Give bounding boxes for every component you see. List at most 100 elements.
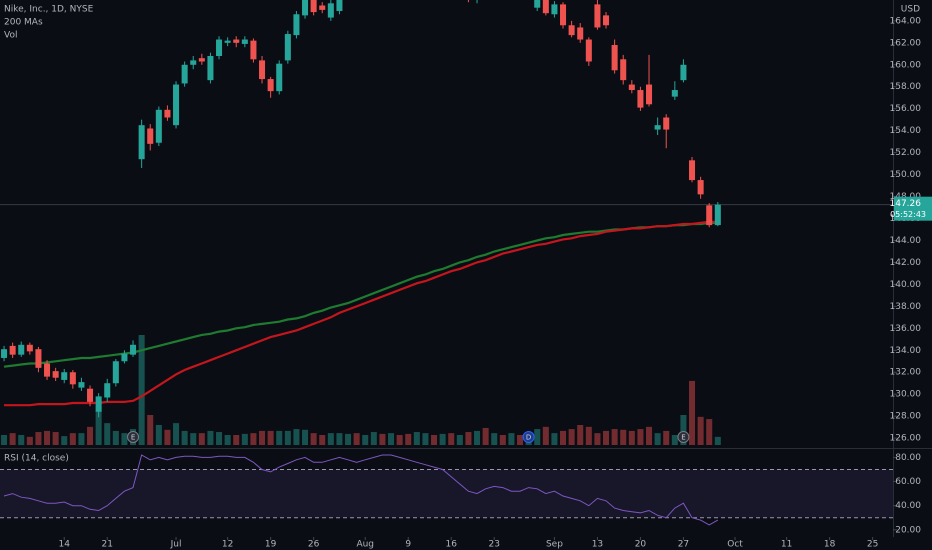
volume-bar	[714, 436, 721, 445]
y-tick-label: 152.00	[890, 148, 922, 158]
volume-bar	[611, 429, 618, 445]
last-price-label: 147.26	[890, 199, 922, 209]
volume-bar	[327, 433, 334, 445]
y-tick-label: 156.00	[890, 104, 922, 114]
candle-body	[594, 4, 601, 28]
candle-body	[138, 125, 145, 160]
volume-bar	[456, 435, 463, 445]
candle-body	[284, 34, 291, 61]
volume-bar	[628, 430, 635, 445]
y-tick-label: 130.00	[890, 390, 922, 400]
candle-body	[26, 344, 33, 352]
volume-bar	[138, 335, 145, 445]
candle-body	[112, 361, 119, 384]
volume-bar	[534, 429, 541, 445]
volume-bar	[95, 409, 102, 445]
volume-bar	[216, 432, 223, 445]
x-tick-label: 27	[678, 540, 689, 550]
volume-bar	[474, 430, 481, 445]
volume-bar	[362, 435, 369, 445]
volume-bar	[173, 423, 180, 445]
volume-bar	[413, 432, 420, 445]
volume-bar	[680, 415, 687, 445]
volume-bar	[568, 429, 575, 445]
rsi-pane	[0, 454, 893, 526]
candle-body	[534, 0, 541, 8]
x-tick-label: 26	[308, 540, 320, 550]
volume-bar	[276, 430, 283, 445]
last-price-badge	[894, 196, 932, 221]
candle-body	[697, 180, 704, 195]
y-tick-label: 140.00	[890, 280, 922, 290]
volume-bar	[233, 435, 240, 445]
candle-body	[542, 0, 549, 14]
currency: USD	[901, 5, 920, 15]
candle-body	[551, 4, 558, 15]
volume-bar	[388, 433, 395, 445]
volume-bar	[706, 419, 713, 445]
y-tick-label: 150.00	[890, 170, 922, 180]
volume-bar	[491, 433, 498, 445]
candle-body	[207, 56, 214, 81]
candle-body	[155, 109, 162, 143]
x-tick-label: Jul	[170, 540, 182, 550]
volume-bar	[52, 432, 59, 445]
volume-bar	[18, 435, 25, 445]
volume-bar	[78, 433, 85, 445]
candle-body	[637, 90, 644, 108]
candle-body	[104, 383, 111, 398]
y-tick-label: 134.00	[890, 346, 922, 356]
candle-body	[121, 353, 128, 362]
volume-bar	[439, 433, 446, 445]
y-tick-label: 158.00	[890, 82, 922, 92]
volume-bar	[250, 433, 257, 445]
x-tick-label: Oct	[727, 540, 743, 550]
volume-bar	[405, 433, 412, 445]
candle-body	[654, 125, 661, 130]
event-marker	[127, 431, 140, 443]
volume-bar	[241, 433, 248, 445]
rsi-tick-label: 20.00	[895, 525, 921, 535]
volume-bar	[112, 430, 119, 445]
volume-bar	[379, 433, 386, 445]
volume-bar	[302, 429, 309, 445]
volume-bar	[147, 415, 154, 445]
event-marker	[522, 431, 535, 443]
candle-body	[706, 205, 713, 226]
volume-bar	[61, 436, 68, 445]
volume-bar	[259, 430, 266, 445]
candle-body	[646, 84, 653, 105]
y-tick-label: 138.00	[890, 302, 922, 312]
volume-bar	[603, 430, 610, 445]
y-tick-label: 126.00	[890, 434, 922, 444]
x-tick-label: 20	[635, 540, 647, 550]
volume-bar	[396, 435, 403, 445]
moving-average-line	[4, 220, 718, 407]
candle-body	[568, 25, 575, 36]
candle-body	[319, 5, 326, 10]
volume-bar	[689, 380, 696, 445]
candle-body	[233, 39, 240, 43]
x-tick-label: 19	[265, 540, 277, 550]
volume-bar	[422, 433, 429, 445]
candle-body	[327, 3, 334, 18]
candle-body	[1, 349, 8, 358]
volume-bar	[482, 427, 489, 445]
candle-body	[224, 40, 231, 43]
candle-body	[9, 345, 16, 355]
volume-bar	[164, 429, 171, 445]
candle-body	[95, 396, 102, 412]
rsi-line	[3, 454, 719, 526]
volume-bar	[207, 430, 214, 445]
x-tick-label: 9	[405, 540, 411, 550]
candle-body	[302, 0, 309, 16]
candle-body	[628, 84, 635, 91]
volume-bar	[370, 432, 377, 445]
volume-bar	[121, 433, 128, 445]
candle-body	[241, 39, 248, 44]
volume-bar	[517, 435, 524, 445]
y-tick-label: 160.00	[890, 60, 922, 70]
volume-bar	[155, 425, 162, 445]
y-tick-label: 136.00	[890, 324, 922, 334]
volume-bar	[585, 426, 592, 445]
